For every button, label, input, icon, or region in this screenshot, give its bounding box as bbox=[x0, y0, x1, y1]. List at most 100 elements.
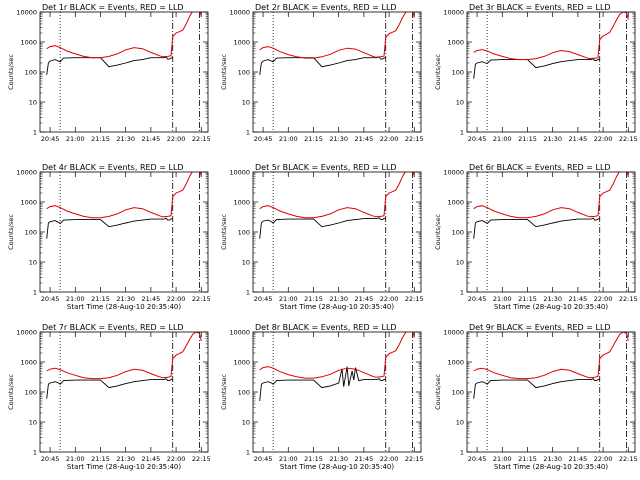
x-tick-label: 21:15 bbox=[304, 135, 323, 143]
x-tick-label: 21:15 bbox=[518, 135, 537, 143]
y-tick-label: 10000 bbox=[229, 328, 250, 336]
y-tick-label: 10 bbox=[29, 98, 37, 106]
x-tick-label: 22:00 bbox=[380, 295, 399, 303]
y-tick-label: 1 bbox=[33, 128, 37, 136]
lld-series-line bbox=[259, 12, 415, 59]
x-tick-label: 20:45 bbox=[254, 135, 273, 143]
y-axis-label: Counts/sec bbox=[7, 54, 15, 90]
detector-panel-5: Det 5r BLACK = Events, RED = LLD Counts/s… bbox=[220, 163, 424, 311]
x-axis-label: Start Time (28-Aug-10 20:35:40) bbox=[280, 303, 394, 311]
x-tick-label: 21:45 bbox=[355, 135, 374, 143]
y-tick-label: 1 bbox=[460, 448, 464, 456]
y-tick-label: 10 bbox=[29, 418, 37, 426]
lld-series-line bbox=[46, 12, 202, 59]
lld-series-line bbox=[46, 172, 202, 219]
lld-series-line bbox=[473, 332, 629, 380]
events-series-line bbox=[473, 58, 600, 79]
x-tick-label: 21:30 bbox=[543, 295, 562, 303]
x-tick-label: 22:15 bbox=[405, 295, 424, 303]
x-tick-label: 21:00 bbox=[66, 135, 85, 143]
y-tick-label: 1 bbox=[246, 128, 250, 136]
y-axis-label: Counts/sec bbox=[220, 214, 228, 250]
x-tick-label: 22:15 bbox=[619, 455, 638, 463]
panel-title: Det 6r BLACK = Events, RED = LLD bbox=[469, 163, 611, 172]
plot-frame bbox=[39, 11, 209, 133]
y-tick-label: 100 bbox=[238, 228, 250, 236]
y-tick-label: 10 bbox=[29, 258, 37, 266]
y-tick-label: 100 bbox=[25, 228, 37, 236]
x-tick-label: 21:00 bbox=[279, 295, 298, 303]
y-tick-label: 10000 bbox=[16, 168, 37, 176]
x-axis-label: Start Time (28-Aug-10 20:35:40) bbox=[280, 463, 394, 471]
x-tick-label: 21:00 bbox=[493, 295, 512, 303]
x-tick-label: 22:15 bbox=[405, 455, 424, 463]
y-axis-label: Counts/sec bbox=[434, 214, 442, 250]
x-tick-label: 21:00 bbox=[66, 455, 85, 463]
x-tick-label: 21:45 bbox=[142, 295, 161, 303]
events-series-line bbox=[46, 378, 173, 399]
panel-title: Det 7r BLACK = Events, RED = LLD bbox=[42, 323, 184, 332]
detector-panel-7: Det 7r BLACK = Events, RED = LLD Counts/s… bbox=[7, 323, 211, 471]
x-tick-label: 22:00 bbox=[167, 135, 186, 143]
x-tick-label: 20:45 bbox=[41, 135, 60, 143]
y-axis-label: Counts/sec bbox=[7, 214, 15, 250]
x-tick-label: 22:00 bbox=[594, 295, 613, 303]
y-tick-label: 1000 bbox=[20, 38, 37, 46]
y-tick-label: 10000 bbox=[16, 328, 37, 336]
x-tick-label: 21:30 bbox=[116, 135, 135, 143]
y-axis-label: Counts/sec bbox=[434, 374, 442, 410]
events-series-line bbox=[259, 56, 386, 75]
x-tick-label: 22:00 bbox=[380, 455, 399, 463]
x-tick-label: 22:00 bbox=[594, 135, 613, 143]
plot-frame bbox=[466, 171, 636, 293]
y-tick-label: 100 bbox=[25, 388, 37, 396]
y-tick-label: 10000 bbox=[443, 168, 464, 176]
x-tick-label: 22:15 bbox=[619, 295, 638, 303]
x-tick-label: 21:00 bbox=[279, 455, 298, 463]
panel-title: Det 9r BLACK = Events, RED = LLD bbox=[469, 323, 611, 332]
detector-panel-2: Det 2r BLACK = Events, RED = LLD Counts/s… bbox=[220, 3, 424, 143]
plot-frame bbox=[252, 171, 422, 293]
y-axis-label: Counts/sec bbox=[220, 54, 228, 90]
x-tick-label: 22:00 bbox=[594, 455, 613, 463]
y-axis-label: Counts/sec bbox=[434, 54, 442, 90]
panel-title: Det 5r BLACK = Events, RED = LLD bbox=[255, 163, 397, 172]
x-tick-label: 21:45 bbox=[569, 135, 588, 143]
panel-title: Det 1r BLACK = Events, RED = LLD bbox=[42, 3, 184, 12]
y-tick-label: 10000 bbox=[16, 8, 37, 16]
plot-frame bbox=[252, 11, 422, 133]
events-series-line bbox=[46, 56, 173, 75]
detector-panel-4: Det 4r BLACK = Events, RED = LLD Counts/s… bbox=[7, 163, 211, 311]
plot-frame bbox=[466, 331, 636, 453]
y-tick-label: 10 bbox=[242, 258, 250, 266]
x-tick-label: 21:30 bbox=[543, 135, 562, 143]
x-tick-label: 22:15 bbox=[192, 135, 211, 143]
x-tick-label: 22:00 bbox=[167, 295, 186, 303]
y-tick-label: 1 bbox=[246, 448, 250, 456]
y-tick-label: 10000 bbox=[443, 8, 464, 16]
panel-title: Det 3r BLACK = Events, RED = LLD bbox=[469, 3, 611, 12]
y-tick-label: 10 bbox=[456, 418, 464, 426]
plot-frame bbox=[39, 171, 209, 293]
y-tick-label: 1000 bbox=[447, 358, 464, 366]
x-tick-label: 20:45 bbox=[254, 455, 273, 463]
y-tick-label: 100 bbox=[452, 68, 464, 76]
x-tick-label: 21:00 bbox=[66, 295, 85, 303]
x-tick-label: 21:30 bbox=[116, 455, 135, 463]
y-axis-label: Counts/sec bbox=[220, 374, 228, 410]
y-tick-label: 1000 bbox=[233, 38, 250, 46]
x-tick-label: 22:00 bbox=[380, 135, 399, 143]
x-tick-label: 21:30 bbox=[329, 135, 348, 143]
lld-series-line bbox=[46, 332, 202, 380]
y-tick-label: 100 bbox=[238, 388, 250, 396]
y-tick-label: 1 bbox=[460, 288, 464, 296]
y-tick-label: 10 bbox=[456, 258, 464, 266]
x-tick-label: 21:15 bbox=[91, 135, 110, 143]
x-axis-label: Start Time (28-Aug-10 20:35:40) bbox=[67, 303, 181, 311]
x-tick-label: 20:45 bbox=[468, 135, 487, 143]
y-tick-label: 10 bbox=[242, 98, 250, 106]
x-tick-label: 21:45 bbox=[142, 135, 161, 143]
x-tick-label: 21:00 bbox=[493, 135, 512, 143]
lld-series-line bbox=[473, 172, 629, 219]
